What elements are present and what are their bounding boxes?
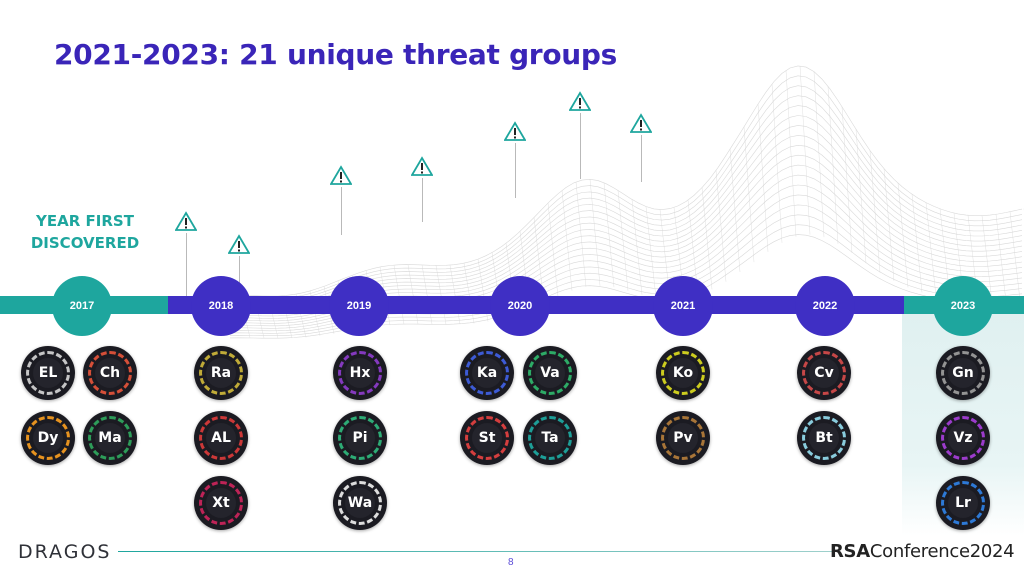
threat-group-badge: Ch bbox=[83, 346, 137, 400]
rsa-logo-bold: RSA bbox=[830, 541, 870, 562]
dragos-logo: DRAGOS bbox=[18, 541, 112, 563]
threat-group-badge: Dy bbox=[21, 411, 75, 465]
threat-group-badge: Vz bbox=[936, 411, 990, 465]
year-node-2022: 2022 bbox=[795, 276, 855, 336]
page-number: 8 bbox=[508, 557, 514, 568]
threat-group-badge: Ko bbox=[656, 346, 710, 400]
year-node-2023: 2023 bbox=[933, 276, 993, 336]
rsa-logo-year: 2024 bbox=[969, 541, 1015, 562]
threat-group-badge: Pv bbox=[656, 411, 710, 465]
threat-group-badge: Va bbox=[523, 346, 577, 400]
year-node-2018: 2018 bbox=[191, 276, 251, 336]
threat-group-badge: Cv bbox=[797, 346, 851, 400]
warning-triangle-icon bbox=[504, 121, 526, 141]
threat-group-badge: AL bbox=[194, 411, 248, 465]
threat-group-badge: Hx bbox=[333, 346, 387, 400]
threat-group-badge: Xt bbox=[194, 476, 248, 530]
rsa-logo-text: Conference bbox=[869, 541, 970, 562]
warning-triangle-icon bbox=[175, 211, 197, 231]
threat-group-badge: EL bbox=[21, 346, 75, 400]
threat-group-badge: Wa bbox=[333, 476, 387, 530]
year-node-2017: 2017 bbox=[52, 276, 112, 336]
threat-group-badge: St bbox=[460, 411, 514, 465]
footer-divider bbox=[118, 551, 838, 552]
threat-group-badge: Ma bbox=[83, 411, 137, 465]
threat-group-badge: Ta bbox=[523, 411, 577, 465]
threat-group-badge: Bt bbox=[797, 411, 851, 465]
threat-group-badge: Pi bbox=[333, 411, 387, 465]
warning-triangle-icon bbox=[569, 91, 591, 111]
year-node-2021: 2021 bbox=[653, 276, 713, 336]
threat-group-badge: Ka bbox=[460, 346, 514, 400]
threat-group-badge: Ra bbox=[194, 346, 248, 400]
warning-triangle-icon bbox=[411, 156, 433, 176]
warning-triangle-icon bbox=[330, 165, 352, 185]
year-node-2020: 2020 bbox=[490, 276, 550, 336]
threat-group-badge: Lr bbox=[936, 476, 990, 530]
year-node-2019: 2019 bbox=[329, 276, 389, 336]
warning-triangle-icon bbox=[630, 113, 652, 133]
warning-triangle-icon bbox=[228, 234, 250, 254]
rsa-conference-logo: RSAConference2024 bbox=[830, 541, 1015, 562]
threat-group-badge: Gn bbox=[936, 346, 990, 400]
year-first-discovered-label: YEAR FIRST DISCOVERED bbox=[30, 212, 140, 252]
page-title: 2021-2023: 21 unique threat groups bbox=[54, 38, 617, 71]
